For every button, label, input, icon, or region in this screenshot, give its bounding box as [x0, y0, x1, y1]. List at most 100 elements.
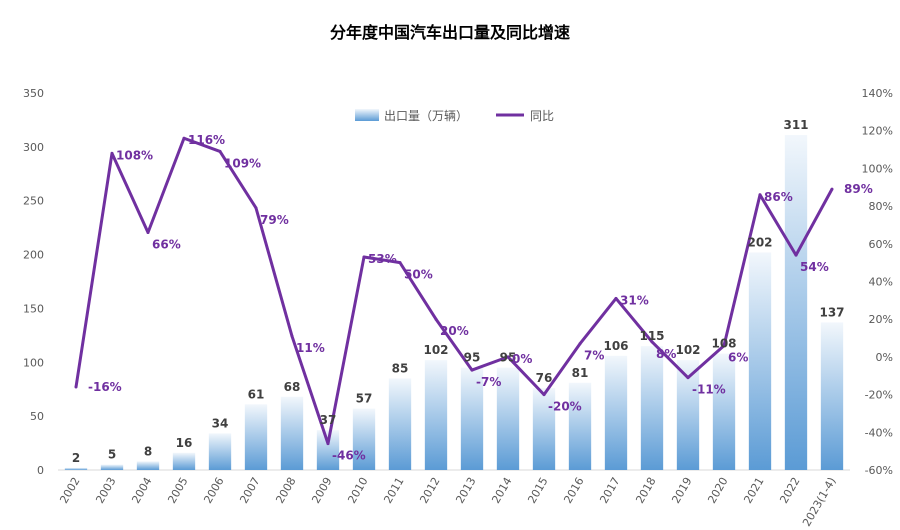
line-value-label: 66% [152, 237, 181, 251]
bar-value-label: 102 [675, 343, 700, 357]
bar-value-label: 57 [356, 392, 373, 406]
bar [388, 378, 412, 470]
x-tick-label: 2013 [453, 475, 478, 506]
x-tick-label: 2023(1-4) [800, 475, 839, 529]
y-left-tick-label: 300 [23, 141, 44, 154]
line-value-label: 50% [404, 268, 433, 282]
legend: 出口量（万辆） 同比 [355, 109, 554, 123]
x-tick-label: 2011 [381, 475, 406, 506]
y-right-tick-label: -40% [865, 426, 893, 439]
line-point [326, 442, 330, 446]
x-tick-label: 2021 [741, 475, 766, 506]
line-value-label: 53% [368, 252, 397, 266]
y-right-tick-label: 60% [869, 238, 893, 251]
legend-line-label: 同比 [530, 109, 554, 123]
bar [352, 408, 376, 470]
line-value-label: 109% [224, 156, 261, 170]
bar-value-label: 8 [144, 444, 152, 458]
y-right-tick-label: -20% [865, 389, 893, 402]
bar [712, 353, 736, 470]
y-left-tick-label: 100 [23, 356, 44, 369]
bar-value-label: 102 [423, 343, 448, 357]
bar-value-label: 115 [639, 329, 664, 343]
x-tick-label: 2005 [165, 475, 190, 506]
bar [172, 452, 196, 470]
legend-bar-label: 出口量（万辆） [384, 109, 468, 123]
line-point [830, 187, 834, 191]
bar [748, 252, 772, 470]
line-point [686, 376, 690, 380]
x-tick-label: 2007 [237, 475, 262, 506]
line-value-label: -46% [332, 449, 366, 463]
bar-value-label: 85 [392, 361, 409, 375]
line-value-label: 7% [584, 349, 604, 363]
bar-value-label: 5 [108, 448, 116, 462]
bar [100, 464, 124, 470]
y-left-tick-label: 150 [23, 302, 44, 315]
bar-value-label: 61 [248, 387, 265, 401]
x-tick-label: 2015 [525, 475, 550, 506]
bar [136, 461, 160, 470]
line-point [398, 261, 402, 265]
bar [424, 360, 448, 470]
x-tick-label: 2002 [57, 475, 82, 506]
bar-value-label: 95 [500, 351, 517, 365]
bar [784, 135, 808, 470]
bar [460, 367, 484, 470]
x-tick-label: 2018 [633, 475, 658, 506]
line-point [290, 334, 294, 338]
x-tick-label: 2009 [309, 475, 334, 506]
line-point [650, 340, 654, 344]
line-point [722, 344, 726, 348]
y-left-tick-label: 0 [37, 464, 44, 477]
line-value-label: -7% [476, 375, 501, 389]
y-right-tick-label: 20% [869, 313, 893, 326]
x-tick-label: 2006 [201, 475, 226, 506]
y-right-tick-label: 0% [876, 351, 893, 364]
line-value-label: 8% [656, 347, 676, 361]
bar-value-label: 137 [819, 305, 844, 319]
line-point [146, 230, 150, 234]
bar-value-label: 81 [572, 366, 589, 380]
y-left-tick-label: 350 [23, 87, 44, 100]
line-value-label: 20% [440, 324, 469, 338]
bar-value-label: 106 [603, 339, 628, 353]
y-left-tick-label: 50 [30, 410, 44, 423]
bar-value-label: 34 [212, 416, 229, 430]
line-point [506, 355, 510, 359]
line-value-label: 89% [844, 182, 873, 196]
y-right-tick-label: 120% [862, 125, 893, 138]
x-tick-label: 2008 [273, 475, 298, 506]
line-point [542, 393, 546, 397]
line-point [434, 317, 438, 321]
line-value-label: 79% [260, 213, 289, 227]
line-point [614, 296, 618, 300]
bar-value-label: 76 [536, 371, 553, 385]
line-point [110, 151, 114, 155]
bar [244, 404, 268, 470]
bar [280, 396, 304, 470]
line-value-label: 86% [764, 190, 793, 204]
bar [208, 433, 232, 470]
bar [316, 430, 340, 470]
bar [604, 355, 628, 470]
line-value-label: -11% [692, 383, 726, 397]
y-left-tick-label: 250 [23, 195, 44, 208]
x-tick-label: 2017 [597, 475, 622, 506]
line-series [74, 136, 834, 446]
line-value-label: 54% [800, 260, 829, 274]
bar-value-label: 16 [176, 436, 193, 450]
y-left-tick-label: 200 [23, 249, 44, 262]
line-value-label: 11% [296, 341, 325, 355]
bar-value-label: 311 [783, 118, 808, 132]
x-tick-label: 2012 [417, 475, 442, 506]
line-point [470, 368, 474, 372]
bar-value-label: 95 [464, 351, 481, 365]
x-tick-label: 2003 [93, 475, 118, 506]
bar [532, 388, 556, 470]
x-tick-label: 2014 [489, 475, 514, 506]
line-point [794, 253, 798, 257]
bar [640, 346, 664, 470]
bar-value-label: 108 [711, 337, 736, 351]
